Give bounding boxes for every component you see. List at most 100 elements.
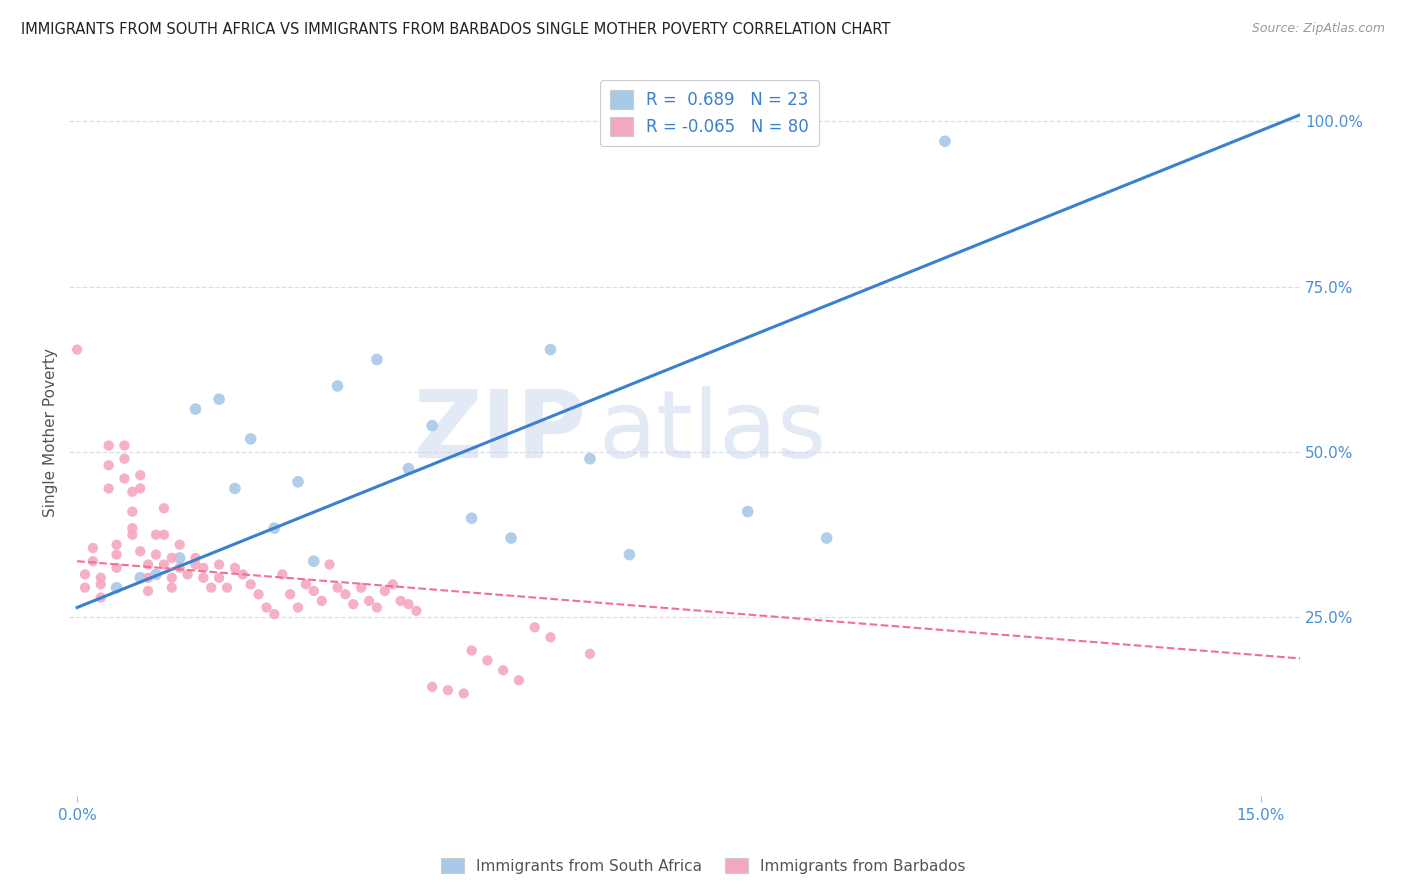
Point [73, 581, 96, 595]
Point [153, 528, 176, 542]
Point [326, 379, 349, 393]
Point [398, 597, 420, 611]
Point [381, 577, 404, 591]
Point [287, 600, 309, 615]
Point [129, 468, 152, 483]
Point [121, 505, 143, 519]
Point [160, 581, 183, 595]
Point [136, 571, 159, 585]
Point [105, 538, 128, 552]
Point [815, 531, 838, 545]
Point [619, 548, 641, 562]
Point [114, 471, 136, 485]
Point [184, 558, 207, 572]
Point [934, 134, 956, 148]
Point [239, 432, 262, 446]
Point [136, 584, 159, 599]
Point [169, 550, 191, 565]
Y-axis label: Single Mother Poverty: Single Mother Poverty [44, 348, 58, 516]
Text: Source: ZipAtlas.com: Source: ZipAtlas.com [1251, 22, 1385, 36]
Point [193, 561, 215, 575]
Point [302, 584, 325, 599]
Point [105, 561, 128, 575]
Point [114, 451, 136, 466]
Point [508, 673, 530, 688]
Point [184, 402, 207, 417]
Point [145, 567, 167, 582]
Point [160, 550, 183, 565]
Point [208, 558, 231, 572]
Point [295, 577, 318, 591]
Point [82, 554, 104, 568]
Point [540, 343, 562, 357]
Point [263, 521, 285, 535]
Point [278, 587, 301, 601]
Point [90, 591, 112, 605]
Point [247, 587, 270, 601]
Point [224, 482, 246, 496]
Point [193, 571, 215, 585]
Point [326, 581, 349, 595]
Text: atlas: atlas [599, 386, 827, 478]
Point [160, 571, 183, 585]
Point [105, 581, 128, 595]
Point [460, 643, 482, 657]
Point [374, 584, 396, 599]
Point [66, 343, 89, 357]
Point [169, 538, 191, 552]
Point [357, 594, 380, 608]
Point [129, 482, 152, 496]
Point [73, 567, 96, 582]
Point [335, 587, 357, 601]
Point [453, 686, 475, 700]
Point [256, 600, 278, 615]
Point [129, 544, 152, 558]
Point [302, 554, 325, 568]
Legend: Immigrants from South Africa, Immigrants from Barbados: Immigrants from South Africa, Immigrants… [434, 852, 972, 880]
Point [105, 548, 128, 562]
Point [136, 558, 159, 572]
Point [398, 461, 420, 475]
Point [499, 531, 522, 545]
Point [184, 550, 207, 565]
Text: IMMIGRANTS FROM SOUTH AFRICA VS IMMIGRANTS FROM BARBADOS SINGLE MOTHER POVERTY C: IMMIGRANTS FROM SOUTH AFRICA VS IMMIGRAN… [21, 22, 890, 37]
Point [437, 683, 460, 698]
Point [239, 577, 262, 591]
Point [129, 571, 152, 585]
Point [271, 567, 294, 582]
Point [208, 571, 231, 585]
Text: ZIP: ZIP [413, 386, 586, 478]
Point [200, 581, 222, 595]
Point [208, 392, 231, 407]
Point [350, 581, 373, 595]
Point [145, 528, 167, 542]
Point [318, 558, 340, 572]
Point [579, 451, 602, 466]
Point [366, 352, 388, 367]
Point [169, 561, 191, 575]
Point [97, 438, 120, 452]
Point [97, 482, 120, 496]
Point [492, 663, 515, 677]
Point [97, 458, 120, 473]
Point [263, 607, 285, 621]
Point [579, 647, 602, 661]
Point [311, 594, 333, 608]
Point [389, 594, 412, 608]
Point [215, 581, 238, 595]
Point [90, 571, 112, 585]
Point [145, 548, 167, 562]
Point [90, 577, 112, 591]
Point [232, 567, 254, 582]
Point [121, 484, 143, 499]
Point [366, 600, 388, 615]
Point [420, 680, 443, 694]
Point [121, 521, 143, 535]
Point [121, 528, 143, 542]
Point [153, 558, 176, 572]
Point [460, 511, 482, 525]
Point [114, 438, 136, 452]
Point [540, 630, 562, 644]
Point [153, 501, 176, 516]
Point [176, 567, 198, 582]
